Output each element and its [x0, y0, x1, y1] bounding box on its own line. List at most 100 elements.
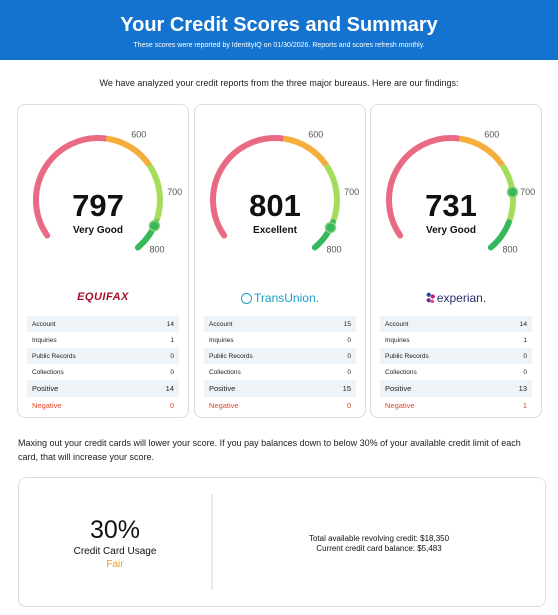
stat-value: 0 — [523, 368, 527, 376]
credit-score: 731 — [425, 188, 477, 223]
gauge-tick-700: 700 — [520, 187, 535, 197]
stat-value: 0 — [169, 401, 174, 410]
advice-text: Maxing out your credit cards will lower … — [18, 438, 521, 462]
stat-label: Public Records — [385, 352, 429, 360]
stat-value: 1 — [522, 401, 527, 410]
gauge-tick-800: 800 — [502, 245, 517, 255]
stat-label: Account — [385, 320, 409, 328]
stat-label: Public Records — [209, 352, 253, 360]
stat-label: Account — [32, 320, 56, 328]
gauge-tick-600: 600 — [131, 130, 146, 140]
gauge-segment-1 — [282, 135, 329, 168]
stat-value: 15 — [342, 384, 351, 393]
stat-label: Negative — [209, 401, 239, 410]
transunion-logo-icon — [241, 293, 253, 304]
credit-usage-panel: 30% Credit Card Usage Fair Total availab… — [18, 477, 546, 607]
stat-label: Positive — [385, 384, 412, 393]
credit-score: 797 — [72, 188, 124, 223]
gauge-tick-700: 700 — [344, 187, 359, 197]
gauge-tick-800: 800 — [326, 245, 341, 255]
experian-logo-icon — [425, 292, 435, 303]
gauge-tick-600: 600 — [308, 130, 323, 140]
stat-label: Negative — [32, 401, 62, 410]
stat-row-account: Account 15 — [204, 316, 356, 332]
stat-row-collections: Collections 0 — [380, 364, 532, 380]
gauge-tick-600: 600 — [484, 130, 499, 140]
stat-row-collections: Collections 0 — [27, 364, 179, 380]
stat-row-positive: Positive 15 — [204, 380, 356, 397]
stat-value: 13 — [518, 384, 527, 393]
panel-divider — [211, 494, 213, 590]
stat-row-inquiries: Inquiries 0 — [204, 332, 356, 348]
credit-score: 801 — [249, 188, 301, 223]
score-marker — [148, 219, 161, 232]
bureau-stats: Account 15 Inquiries 0 Public Records 0 Col… — [204, 316, 356, 414]
equifax-logo-text: EQUIFAX — [77, 291, 129, 303]
usage-percent: 30% — [89, 516, 141, 544]
bureau-stats: Account 14 Inquiries 1 Public Records 0 Col… — [380, 316, 532, 414]
stat-value: 15 — [343, 320, 351, 328]
stat-label: Collections — [385, 368, 417, 376]
usage-totals: Total available revolving credit: $18,35… — [213, 534, 545, 554]
stat-label: Inquiries — [385, 336, 410, 344]
page-header: Your Credit Scores and Summary These sco… — [0, 0, 558, 60]
stat-value: 0 — [523, 352, 527, 360]
score-rating: Excellent — [253, 225, 297, 236]
stat-label: Collections — [32, 368, 64, 376]
stat-row-negative: Negative 1 — [380, 397, 532, 414]
current-card-balance: Current credit card balance: $5,483 — [316, 544, 442, 553]
stat-row-positive: Positive 14 — [27, 380, 179, 397]
experian-logo: experian. — [371, 291, 541, 307]
gauge-segment-0 — [210, 135, 286, 239]
stat-label: Inquiries — [209, 336, 234, 344]
stat-value: 0 — [170, 352, 174, 360]
usage-rating: Fair — [106, 559, 124, 570]
stat-row-negative: Negative 0 — [27, 397, 179, 414]
gauge-tick-800: 800 — [149, 245, 164, 255]
gauge-segment-2 — [324, 164, 340, 223]
stat-value: 1 — [523, 336, 527, 344]
score-gauge: 600 700 800 — [386, 130, 535, 255]
score-gauge: 600 700 800 — [33, 130, 182, 255]
stat-label: Inquiries — [32, 336, 57, 344]
gauge-segment-1 — [105, 135, 152, 168]
stat-value: 0 — [346, 401, 351, 410]
transunion-logo-text: TransUnion. — [254, 291, 319, 305]
score-rating: Very Good — [72, 225, 123, 236]
total-available-credit: Total available revolving credit: $18,35… — [308, 534, 450, 543]
usage-label: Credit Card Usage — [73, 546, 157, 557]
stat-value: 14 — [165, 384, 174, 393]
stat-row-negative: Negative 0 — [204, 397, 356, 414]
stat-row-inquiries: Inquiries 1 — [27, 332, 179, 348]
stat-label: Collections — [209, 368, 241, 376]
stat-value: 14 — [166, 320, 174, 328]
page-subtitle: These scores were reported by IdentityIQ… — [133, 42, 425, 49]
stat-value: 0 — [347, 352, 351, 360]
bureau-stats: Account 14 Inquiries 1 Public Records 0 Col… — [27, 316, 179, 414]
intro-text: We have analyzed your credit reports fro… — [99, 78, 459, 88]
stat-row-account: Account 14 — [380, 316, 532, 332]
stat-row-public-records: Public Records 0 — [380, 348, 532, 364]
gauge-segment-1 — [458, 135, 505, 168]
score-gauge: 600 700 800 — [210, 130, 359, 255]
gauge-segment-3 — [487, 219, 512, 251]
transunion-logo: TransUnion. — [195, 291, 365, 307]
stat-row-collections: Collections 0 — [204, 364, 356, 380]
stat-label: Negative — [385, 401, 415, 410]
gauge-tick-700: 700 — [167, 187, 182, 197]
gauge-segment-2 — [147, 164, 163, 223]
bureau-card-experian: 600 700 800 731 Very Good experian. Accoun… — [370, 104, 542, 418]
stat-row-account: Account 14 — [27, 316, 179, 332]
stat-value: 0 — [347, 368, 351, 376]
stat-row-public-records: Public Records 0 — [27, 348, 179, 364]
stat-label: Public Records — [32, 352, 76, 360]
stat-label: Positive — [32, 384, 59, 393]
stat-value: 0 — [347, 336, 351, 344]
equifax-logo: EQUIFAX — [18, 291, 188, 307]
stat-value: 1 — [170, 336, 174, 344]
experian-logo-text: experian. — [436, 291, 487, 305]
stat-value: 0 — [170, 368, 174, 376]
bureau-card-transunion: 600 700 800 801 Excellent TransUnion. Acco… — [194, 104, 366, 418]
stat-row-public-records: Public Records 0 — [204, 348, 356, 364]
bureau-card-equifax: 600 700 800 797 Very Good EQUIFAX Account 1… — [17, 104, 189, 418]
